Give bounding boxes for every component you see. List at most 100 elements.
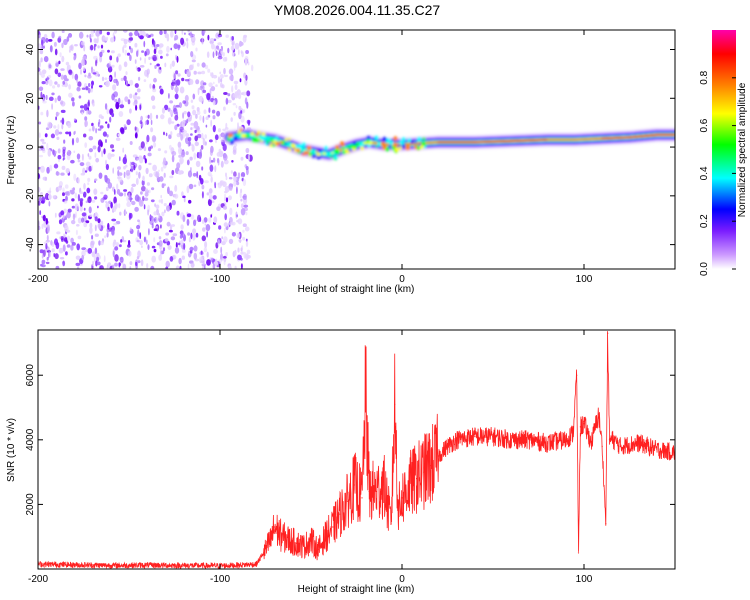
noise-blob <box>230 45 235 51</box>
noise-blob <box>161 183 165 189</box>
y-tick-label: 6000 <box>25 364 36 387</box>
ridge-point <box>326 152 329 155</box>
noise-blob <box>87 75 92 79</box>
noise-blob <box>55 151 58 154</box>
noise-blob <box>209 164 214 172</box>
noise-blob <box>146 134 150 143</box>
noise-blob <box>223 106 226 111</box>
noise-blob <box>223 259 226 266</box>
noise-blob <box>160 194 162 199</box>
noise-blob <box>242 236 246 241</box>
noise-blob <box>106 31 110 36</box>
snr-point <box>583 423 585 425</box>
noise-blob <box>81 153 84 161</box>
noise-blob <box>213 249 218 254</box>
ridge-point <box>389 140 394 146</box>
noise-blob <box>209 139 213 143</box>
noise-blob <box>81 111 84 115</box>
noise-blob <box>94 211 98 218</box>
noise-blob <box>148 189 151 194</box>
noise-blob <box>138 171 141 179</box>
noise-blob <box>113 188 116 195</box>
noise-blob <box>129 79 134 86</box>
ridge-point <box>387 139 390 142</box>
noise-blob <box>91 80 94 86</box>
noise-blob <box>150 95 156 101</box>
noise-blob <box>63 208 67 213</box>
snr-point <box>423 471 425 473</box>
noise-blob <box>210 160 214 163</box>
noise-blob <box>119 156 121 162</box>
noise-blob <box>222 128 227 131</box>
noise-blob <box>118 133 120 137</box>
noise-blob <box>236 232 241 239</box>
noise-blob <box>222 255 227 259</box>
y-tick-label: 0 <box>25 144 36 150</box>
noise-blob <box>125 164 128 168</box>
noise-blob <box>163 131 165 136</box>
snr-point <box>607 332 609 334</box>
snr-plot-area <box>38 330 675 569</box>
noise-blob <box>89 226 93 234</box>
noise-blob <box>92 72 97 75</box>
noise-blob <box>77 177 80 184</box>
noise-blob <box>110 153 115 157</box>
noise-blob <box>170 47 172 51</box>
noise-blob <box>210 145 214 153</box>
noise-blob <box>63 139 66 144</box>
noise-blob <box>206 92 211 101</box>
noise-blob <box>60 109 66 113</box>
noise-blob <box>103 36 106 40</box>
noise-blob <box>112 32 115 38</box>
noise-blob <box>187 170 193 178</box>
noise-blob <box>45 195 47 200</box>
noise-blob <box>197 71 202 75</box>
noise-blob <box>191 105 195 110</box>
noise-blob <box>120 77 124 82</box>
noise-blob <box>125 169 131 176</box>
noise-blob <box>231 160 234 163</box>
noise-blob <box>222 52 225 57</box>
snr-point <box>394 403 396 405</box>
ridge-point <box>298 143 303 149</box>
noise-blob <box>131 200 136 206</box>
snr-point <box>577 552 580 554</box>
noise-blob <box>110 50 115 54</box>
noise-blob <box>165 53 169 57</box>
ridge-point <box>417 136 422 142</box>
noise-blob <box>181 30 184 35</box>
noise-blob <box>104 103 108 110</box>
noise-blob <box>208 107 211 113</box>
noise-blob <box>93 45 96 51</box>
noise-blob <box>94 247 98 255</box>
noise-blob <box>238 239 242 243</box>
noise-blob <box>149 83 152 89</box>
noise-blob <box>189 250 193 254</box>
noise-blob <box>123 44 127 48</box>
noise-blob <box>236 181 240 186</box>
noise-blob <box>143 236 146 243</box>
noise-blob <box>97 128 102 131</box>
noise-blob <box>210 86 216 92</box>
ridge-point <box>266 140 270 144</box>
noise-blob <box>188 237 191 243</box>
noise-blob <box>94 196 98 200</box>
noise-blob <box>95 38 99 44</box>
noise-blob <box>148 173 153 178</box>
noise-blob <box>247 120 251 126</box>
noise-blob <box>113 30 118 34</box>
ridge-point <box>260 135 266 141</box>
noise-blob <box>74 44 78 47</box>
noise-blob <box>158 236 162 240</box>
noise-blob <box>126 52 131 56</box>
noise-blob <box>49 164 53 172</box>
noise-blob <box>207 68 211 73</box>
ridge-point <box>284 137 288 142</box>
snr-point <box>365 394 367 396</box>
noise-blob <box>41 264 46 268</box>
noise-blob <box>61 117 65 125</box>
noise-blob <box>159 176 164 182</box>
noise-blob <box>38 132 41 139</box>
noise-blob <box>152 54 157 62</box>
